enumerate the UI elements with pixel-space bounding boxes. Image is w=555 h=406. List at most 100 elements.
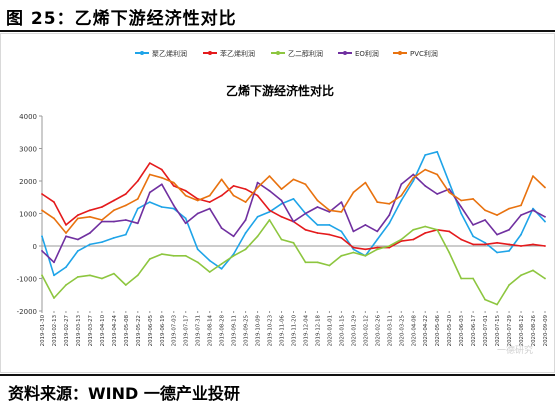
- data-point: [328, 233, 331, 236]
- x-tick-label: 2019-12-18: [315, 314, 321, 346]
- data-point: [544, 220, 546, 223]
- data-point: [484, 243, 486, 246]
- x-tick-label: 2020-01-01: [327, 315, 333, 346]
- data-point: [41, 193, 43, 195]
- data-point: [232, 194, 235, 197]
- data-point: [412, 173, 415, 176]
- data-point: [220, 267, 223, 270]
- data-point: [532, 269, 534, 272]
- data-point: [232, 235, 235, 238]
- x-tick-label: 2020-03-25: [399, 315, 405, 346]
- data-point: [113, 272, 115, 275]
- data-point: [532, 175, 534, 178]
- x-tick-label: 2019-10-09: [256, 314, 262, 346]
- data-point: [184, 254, 187, 257]
- data-point: [256, 215, 259, 218]
- data-point: [244, 232, 247, 234]
- data-point: [460, 277, 463, 280]
- line-chart: 乙烯下游经济性对比 聚乙烯利润 苯乙烯利润 乙二醇利润 EO利润 PVC利润 -2000…: [0, 33, 555, 373]
- source-rule: [0, 374, 555, 376]
- data-point: [316, 206, 319, 208]
- data-point: [101, 220, 103, 223]
- chart-legend: 聚乙烯利润 苯乙烯利润 乙二醇利润 EO利润 PVC利润: [135, 49, 438, 58]
- data-point: [160, 206, 163, 208]
- data-point: [436, 150, 439, 153]
- data-point: [520, 274, 522, 277]
- data-point: [256, 181, 259, 184]
- legend-marker: [276, 51, 280, 55]
- data-point: [520, 204, 522, 207]
- chart-series: [41, 150, 546, 306]
- data-point: [136, 207, 139, 210]
- data-point: [184, 189, 187, 192]
- data-point: [328, 264, 331, 267]
- data-point: [448, 251, 451, 254]
- data-point: [292, 178, 295, 181]
- data-point: [484, 241, 486, 244]
- data-point: [376, 201, 379, 204]
- x-tick-label: 2020-09-09: [543, 314, 549, 346]
- x-tick-label: 2020-03-11: [387, 315, 393, 346]
- data-point: [496, 303, 498, 306]
- x-tick-label: 2020-01-15: [339, 315, 345, 346]
- data-point: [424, 168, 427, 171]
- x-tick-label: 2020-07-15: [495, 315, 501, 346]
- data-point: [148, 258, 151, 260]
- data-point: [376, 248, 379, 251]
- data-point: [352, 246, 355, 249]
- chart-title: 乙烯下游经济性对比: [226, 83, 334, 98]
- x-tick-label: 2019-03-13: [76, 315, 82, 346]
- data-point: [472, 224, 474, 226]
- data-point: [136, 222, 139, 225]
- data-point: [280, 199, 283, 202]
- x-tick-label: 2019-07-31: [196, 315, 202, 346]
- data-point: [496, 241, 498, 244]
- data-point: [101, 219, 103, 221]
- data-point: [532, 207, 534, 210]
- data-point: [268, 209, 271, 212]
- data-point: [292, 198, 295, 200]
- data-point: [292, 220, 295, 223]
- legend-marker: [398, 51, 402, 55]
- x-tick-label: 2019-07-03: [172, 315, 178, 346]
- data-point: [364, 224, 367, 226]
- data-point: [89, 243, 91, 246]
- x-tick-label: 2020-01-29: [351, 314, 357, 346]
- data-point: [316, 232, 319, 234]
- data-point: [496, 251, 498, 254]
- x-tick-label: 2019-08-28: [220, 314, 226, 346]
- data-point: [196, 199, 199, 202]
- y-tick-label: -2000: [17, 308, 37, 316]
- x-tick-label: 2019-12-04: [303, 314, 309, 346]
- data-point: [41, 235, 43, 238]
- data-point: [53, 274, 55, 277]
- data-point: [208, 207, 211, 210]
- data-point: [424, 232, 427, 234]
- data-point: [89, 232, 91, 234]
- data-point: [400, 238, 403, 241]
- data-point: [101, 241, 103, 244]
- data-point: [448, 188, 451, 191]
- chart-border: [0, 33, 555, 373]
- data-point: [53, 217, 55, 220]
- data-point: [508, 207, 510, 210]
- data-point: [160, 176, 163, 179]
- data-point: [77, 217, 79, 220]
- data-point: [340, 211, 343, 213]
- data-point: [448, 181, 451, 184]
- data-point: [268, 189, 271, 192]
- data-point: [41, 209, 43, 212]
- data-point: [280, 188, 283, 191]
- data-point: [292, 241, 295, 244]
- data-point: [484, 298, 486, 301]
- x-tick-label: 2019-03-27: [88, 315, 94, 346]
- x-tick-label: 2019-08-14: [208, 314, 214, 346]
- data-point: [148, 191, 151, 194]
- data-point: [124, 284, 127, 286]
- heading-rule: [0, 30, 555, 32]
- data-point: [136, 198, 139, 200]
- data-point: [388, 222, 391, 225]
- x-tick-label: 2020-02-26: [375, 314, 381, 346]
- data-point: [364, 181, 367, 184]
- data-point: [268, 219, 271, 221]
